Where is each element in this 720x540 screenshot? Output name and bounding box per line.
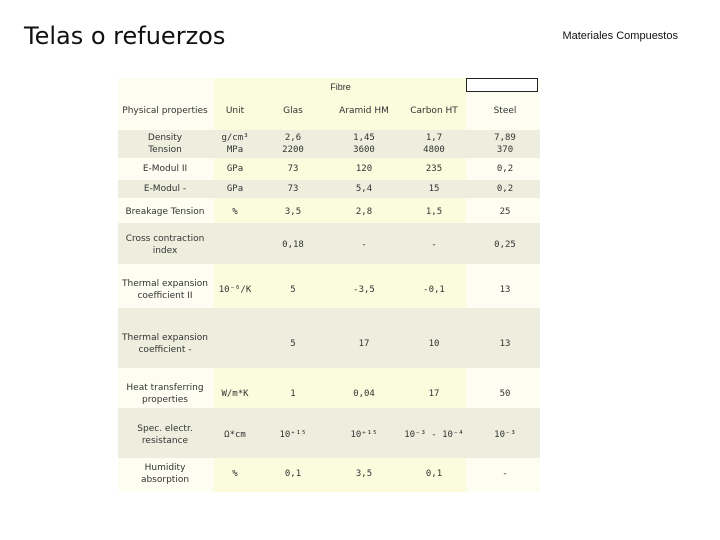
cell-glas: 1 — [290, 389, 296, 399]
row-band — [118, 130, 540, 158]
cell-steel: 0,2 — [496, 184, 514, 194]
cell-property: Thermal expansion coefficient - — [122, 333, 208, 355]
cell-property: Cross contraction index — [125, 234, 205, 256]
cell-aramid-hm: 10⁺¹⁵ — [350, 430, 378, 440]
row-band — [118, 308, 540, 368]
cell-steel: - — [502, 469, 508, 479]
cell-unit: GPa — [226, 164, 244, 174]
cell-property: Breakage Tension — [125, 207, 205, 217]
cell-steel: 13 — [499, 285, 511, 295]
cell-property: E-Modul - — [143, 184, 187, 194]
cell-carbon-ht: 10 — [428, 339, 440, 349]
cell-steel: 50 — [499, 389, 511, 399]
cell-unit: % — [232, 207, 238, 217]
cell-aramid-hm: 5,4 — [355, 184, 373, 194]
properties-table: Fibre Physical properties Unit Glas Aramid … — [118, 78, 540, 492]
cell-property: Spec. electr. resistance — [137, 424, 193, 446]
cell-glas: 73 — [287, 164, 299, 174]
column-header-unit: Unit — [225, 106, 245, 116]
cell-steel: 0,25 — [494, 240, 516, 250]
cell-carbon-ht: 1,5 — [425, 207, 443, 217]
cell-unit: % — [232, 469, 238, 479]
cell-glas: 3,5 — [284, 207, 302, 217]
cell-glas: 2,6 2200 — [282, 133, 304, 155]
cell-unit: Ω*cm — [224, 430, 246, 440]
cell-steel: 0,2 — [496, 164, 514, 174]
cell-aramid-hm: 1,45 3600 — [353, 133, 375, 155]
cell-steel: 13 — [499, 339, 511, 349]
column-header-aramid-hm: Aramid HM — [339, 106, 389, 116]
cell-glas: 73 — [287, 184, 299, 194]
cell-steel: 25 — [499, 207, 511, 217]
cell-property: Heat transferring properties — [126, 383, 204, 405]
cell-aramid-hm: 17 — [358, 339, 370, 349]
cell-carbon-ht: - — [431, 240, 437, 250]
cell-carbon-ht: 1,7 4800 — [423, 133, 445, 155]
cell-carbon-ht: 235 — [425, 164, 443, 174]
cell-aramid-hm: -3,5 — [353, 285, 375, 295]
cell-glas: 0,18 — [282, 240, 304, 250]
row-band — [118, 408, 540, 458]
cell-carbon-ht: 15 — [428, 184, 440, 194]
cell-property: Humidity absorption — [140, 463, 190, 485]
header-outline-box — [466, 78, 538, 92]
cell-steel: 10⁻³ — [494, 430, 516, 440]
cell-unit: g/cm³ MPa — [221, 133, 249, 155]
cell-aramid-hm: - — [361, 240, 367, 250]
cell-aramid-hm: 0,04 — [353, 389, 375, 399]
cell-carbon-ht: -0,1 — [423, 285, 445, 295]
fibre-group-label: Fibre — [330, 82, 351, 92]
cell-unit: GPa — [226, 184, 244, 194]
cell-aramid-hm: 3,5 — [355, 469, 373, 479]
cell-property: Thermal expansion coefficient II — [122, 279, 208, 301]
column-header-glas: Glas — [283, 106, 303, 116]
column-header-carbon-ht: Carbon HT — [410, 106, 458, 116]
column-header-property: Physical properties — [122, 106, 208, 116]
cell-steel: 7,89 370 — [494, 133, 516, 155]
page-title: Telas o refuerzos — [24, 22, 226, 50]
cell-unit: W/m*K — [221, 389, 249, 399]
cell-carbon-ht: 17 — [428, 389, 440, 399]
cell-property: E-Modul II — [142, 164, 188, 174]
cell-unit: 10⁻⁶/K — [218, 285, 252, 295]
page-subtitle: Materiales Compuestos — [562, 30, 678, 42]
cell-aramid-hm: 120 — [355, 164, 373, 174]
row-band — [118, 223, 540, 264]
cell-glas: 10⁺¹⁵ — [279, 430, 307, 440]
cell-glas: 5 — [290, 339, 296, 349]
cell-carbon-ht: 10⁻³ - 10⁻⁴ — [404, 430, 464, 440]
cell-glas: 0,1 — [284, 469, 302, 479]
column-header-steel: Steel — [493, 106, 517, 116]
cell-carbon-ht: 0,1 — [425, 469, 443, 479]
row-band — [118, 180, 540, 198]
cell-aramid-hm: 2,8 — [355, 207, 373, 217]
cell-property: Density Tension — [147, 133, 183, 155]
cell-glas: 5 — [290, 285, 296, 295]
